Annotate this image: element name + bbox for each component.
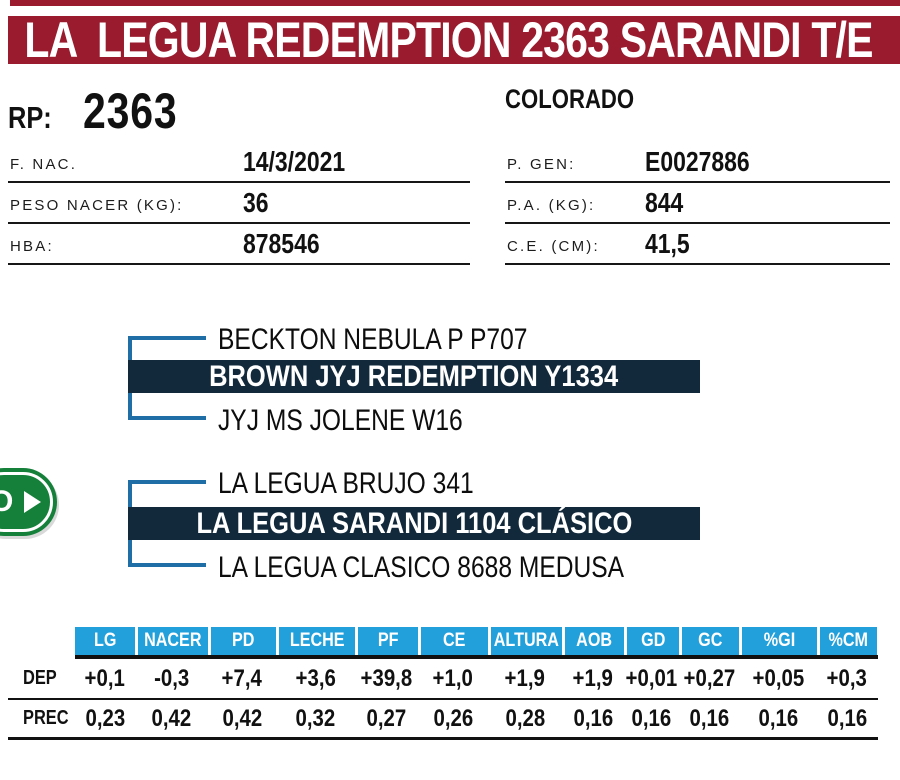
dam-name: LA LEGUA SARANDI 1104 CLÁSICO [196,506,632,540]
epd-cell: -0,3 [153,664,190,692]
field-value: 14/3/2021 [243,146,346,177]
play-icon [24,491,41,513]
field-row-pgen: P. GEN: E0027886 [505,142,890,183]
pedigree-connector-top [128,336,206,360]
epd-table: LG NACER PD LECHE PF CE ALTURA AOB GD GC… [8,627,878,740]
epd-cell: 0,16 [689,704,729,732]
epd-col-header: AOB [562,627,624,655]
epd-col-header: %CM [817,627,877,655]
rp-label: RP: [8,100,52,135]
dam-sire-name: LA LEGUA BRUJO 341 [218,467,474,500]
epd-col-header: PF [355,627,418,655]
page-title: LA LEGUA REDEMPTION 2363 SARANDI T/E [24,12,873,68]
epd-row-label: DEP [23,667,57,689]
epd-col-header: LG [75,627,135,655]
field-label: HBA: [10,238,54,255]
field-row-hba: HBA: 878546 [8,224,470,265]
dam-name-banner: LA LEGUA SARANDI 1104 CLÁSICO [128,507,700,540]
sire-sire-name: BECKTON NEBULA P P707 [218,323,528,356]
epd-cell: +0,3 [826,664,868,692]
epd-row-dep: DEP +0,1 -0,3 +7,4 +3,6 +39,8 +1,0 +1,9 … [8,659,878,698]
epd-col-header: GC [679,627,739,655]
top-accent-bar [10,0,900,6]
pedigree-connector-bottom [128,540,206,567]
video-button-ring [0,472,53,532]
epd-col-header: %GI [739,627,817,655]
epd-row-prec: PREC 0,23 0,42 0,42 0,32 0,27 0,26 0,28 … [8,700,878,737]
epd-cell: 0,16 [827,704,867,732]
epd-cell: +3,6 [295,664,336,692]
dam-dam-name: LA LEGUA CLASICO 8688 MEDUSA [218,551,625,584]
epd-cell: +1,9 [572,664,614,692]
field-row-peso-nacer: PESO NACER (KG): 36 [8,183,470,224]
epd-col-header: GD [624,627,679,655]
field-value: 878546 [243,228,320,259]
video-label-partial: O [0,485,14,518]
epd-cell: 0,23 [85,704,125,732]
epd-cell: +1,9 [504,664,546,692]
epd-header-underline [75,655,878,659]
pedigree-connector-bottom [128,393,206,420]
field-label: F. NAC. [10,156,78,173]
video-button[interactable]: O [0,468,57,536]
epd-cell: 0,16 [573,704,613,732]
epd-row-divider [8,698,878,700]
epd-col-header: PD [208,627,276,655]
field-value: 36 [243,187,269,218]
sire-dam-name: JYJ MS JOLENE W16 [218,404,463,437]
epd-header-row: LG NACER PD LECHE PF CE ALTURA AOB GD GC… [75,627,878,655]
epd-cell: 0,28 [505,704,545,732]
field-label: P.A. (KG): [507,197,596,214]
epd-cell: 0,27 [366,704,407,732]
epd-cell: 0,16 [631,704,672,732]
pedigree-connector-top [128,480,206,507]
epd-cell: +39,8 [360,664,413,692]
field-row-ce: C.E. (CM): 41,5 [505,224,890,265]
epd-row-label: PREC [23,707,69,729]
field-label: PESO NACER (KG): [10,197,184,214]
fields-right: P. GEN: E0027886 P.A. (KG): 844 C.E. (CM… [505,142,890,265]
epd-col-header: NACER [135,627,208,655]
epd-col-header: ALTURA [488,627,562,655]
epd-cell: 0,16 [758,704,798,732]
epd-cell: +0,1 [84,664,126,692]
epd-col-header: LECHE [276,627,355,655]
field-row-fnac: F. NAC. 14/3/2021 [8,142,470,183]
epd-cell: +0,01 [625,664,678,692]
fields-left: F. NAC. 14/3/2021 PESO NACER (KG): 36 HB… [8,142,470,265]
field-value: E0027886 [645,146,750,177]
epd-cell: +7,4 [221,664,263,692]
epd-cell: +0,05 [752,664,804,692]
field-label: P. GEN: [507,156,576,173]
epd-col-header: CE [418,627,488,655]
field-value: 844 [645,187,684,218]
epd-cell: 0,42 [222,704,262,732]
field-row-pa: P.A. (KG): 844 [505,183,890,224]
sire-name-banner: BROWN JYJ REDEMPTION Y1334 [128,360,700,393]
coat-color-label: COLORADO [505,84,635,114]
epd-cell: +0,27 [683,664,735,692]
epd-bottom-rule [8,737,878,740]
field-label: C.E. (CM): [507,238,600,255]
field-value: 41,5 [645,228,690,259]
title-banner: LA LEGUA REDEMPTION 2363 SARANDI T/E [8,12,900,68]
epd-cell: 0,32 [295,704,336,732]
rp-value: 2363 [83,83,178,139]
rp-block: RP: 2363 [8,82,199,140]
epd-cell: 0,26 [433,704,473,732]
sire-name: BROWN JYJ REDEMPTION Y1334 [209,359,619,393]
epd-cell: +1,0 [432,664,474,692]
epd-cell: 0,42 [151,704,192,732]
